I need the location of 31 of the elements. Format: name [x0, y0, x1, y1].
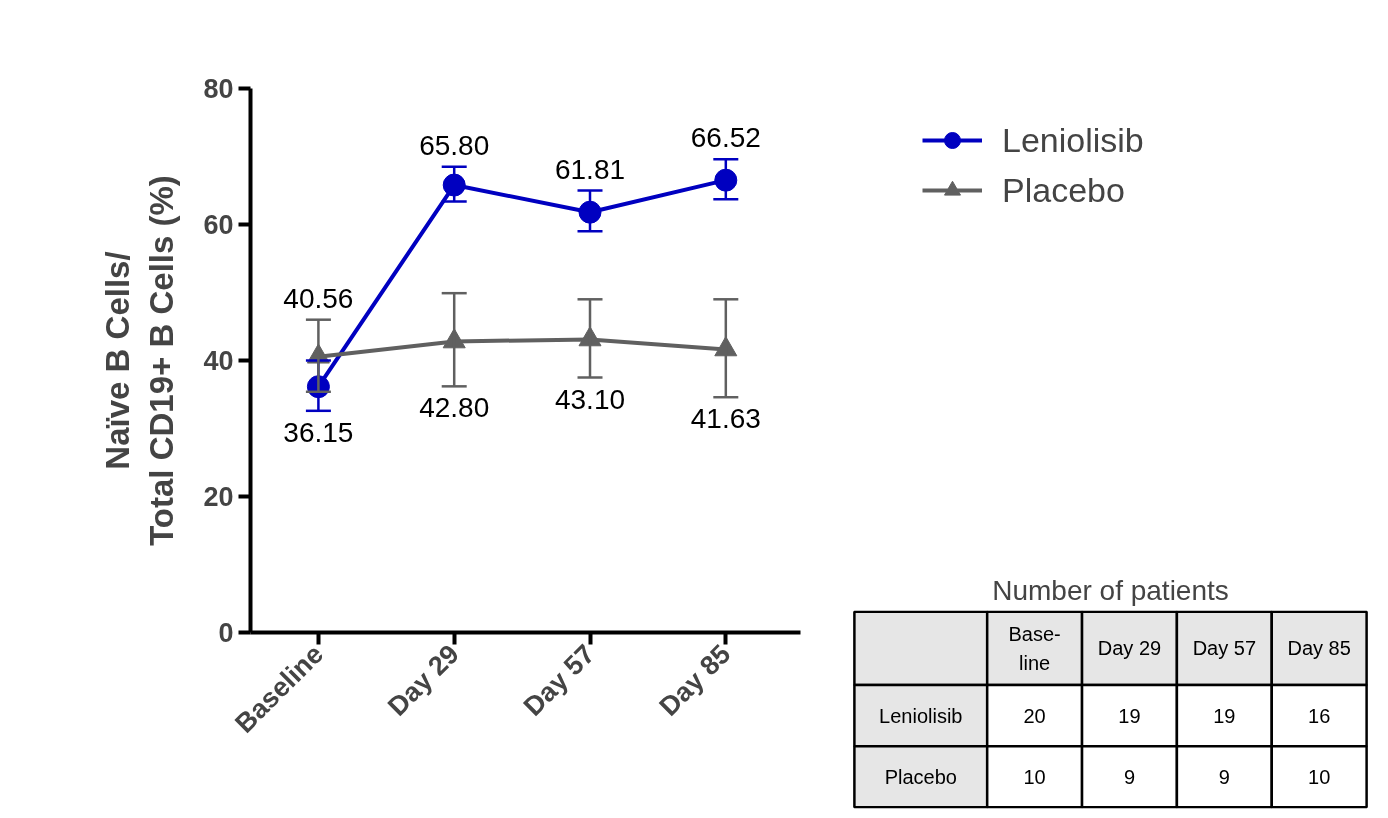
series-label: Leniolisib: [879, 704, 963, 727]
data-label: 40.56: [283, 282, 354, 314]
x-tick-label: Day 29: [382, 638, 465, 722]
category-label: Base- line: [1008, 623, 1061, 674]
data-label: 61.81: [554, 153, 626, 185]
y-tick-label: 0: [218, 618, 234, 648]
data-label: 42.80: [419, 392, 490, 424]
y-tick-label: 40: [203, 346, 234, 376]
data-label: 16: [1308, 704, 1331, 727]
legend-label: Placebo: [1002, 170, 1125, 210]
data-label: 9: [1218, 765, 1230, 788]
data-label: 19: [1118, 704, 1141, 727]
data-label: 19: [1213, 704, 1236, 727]
text: Number of patients: [992, 574, 1229, 606]
y-axis-title: Naïve B Cells/ Total CD19+ B Cells (%): [99, 175, 181, 546]
x-tick-label: Day 57: [517, 638, 601, 722]
data-label: 10: [1023, 765, 1046, 788]
x-tick-label: Day 85: [653, 638, 737, 722]
data-label: 66.52: [690, 122, 761, 154]
y-tick-label: 20: [203, 482, 234, 512]
series-label: Placebo: [884, 765, 957, 788]
data-label: 41.63: [690, 403, 761, 435]
data-label: 20: [1023, 704, 1046, 727]
data-label: 65.80: [419, 129, 490, 161]
data-label: 43.10: [554, 383, 626, 415]
data-label: 10: [1308, 765, 1331, 788]
data-label: 9: [1123, 765, 1136, 788]
data-label: 36.15: [283, 416, 354, 448]
legend-label: Leniolisib: [1002, 120, 1144, 160]
y-tick-label: 80: [203, 74, 234, 104]
y-tick-label: 60: [203, 210, 234, 240]
